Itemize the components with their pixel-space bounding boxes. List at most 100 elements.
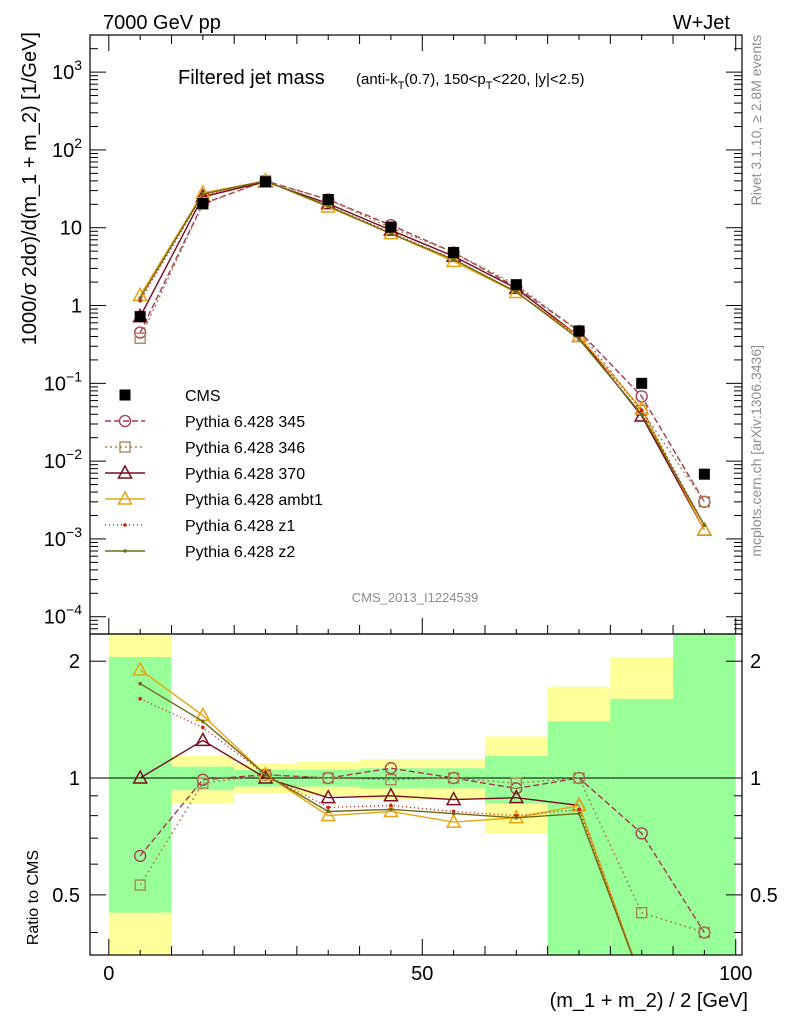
- ratio-point: [132, 769, 148, 784]
- ratio-tick-label-left: 0.5: [52, 885, 80, 907]
- legend: CMS Pythia 6.428 345 Pythia 6.428 346 Pythi…: [105, 388, 323, 561]
- legend-marker: [123, 549, 127, 553]
- y-tick-label: 10−3: [44, 524, 82, 551]
- series-point: [389, 231, 393, 236]
- ratio-point: [383, 787, 399, 802]
- ratio-tick-label-right: 2: [750, 651, 761, 673]
- ratio-point: [326, 805, 331, 810]
- legend-label: Pythia 6.428 ambt1: [185, 492, 323, 509]
- cms-data-point: [385, 221, 397, 233]
- ratio-point: [451, 811, 456, 816]
- ratio-tick-label-right: 0.5: [750, 885, 778, 907]
- x-tick-label: 0: [103, 963, 114, 985]
- ratio-point: [577, 811, 581, 816]
- ratio-point: [573, 772, 585, 784]
- series-point: [698, 496, 711, 508]
- cms-data-point: [510, 279, 522, 291]
- ratio-point: [322, 772, 334, 784]
- ratio-point: [640, 979, 644, 983]
- series-point: [195, 184, 211, 199]
- process-label: W+Jet: [673, 12, 731, 34]
- series-point: [696, 521, 713, 536]
- ratio-point: [383, 802, 399, 818]
- legend-label: Pythia 6.428 z1: [185, 518, 295, 535]
- legend-marker: [123, 523, 127, 527]
- x-axis-label: (m_1 + m_2) / 2 [GeV]: [550, 990, 748, 1012]
- series-point: [639, 408, 644, 413]
- cms-data-point: [698, 468, 710, 480]
- ratio-point: [138, 697, 142, 701]
- series-point: [134, 332, 146, 344]
- y-tick-label: 103: [52, 57, 82, 84]
- ratio-point: [635, 974, 648, 986]
- energy-label: 7000 GeV pp: [103, 12, 221, 34]
- chart-title: Filtered jet mass: [178, 67, 325, 89]
- cms-data-point: [197, 197, 209, 209]
- series-point: [138, 296, 142, 300]
- ratio-point: [132, 661, 148, 676]
- series-point: [577, 337, 581, 341]
- main-panel-curves: [132, 172, 713, 536]
- ratio-point: [445, 813, 462, 828]
- legend-label: Pythia 6.428 z2: [185, 544, 295, 561]
- ratio-point: [389, 807, 393, 812]
- legend-label: Pythia 6.428 346: [185, 440, 305, 457]
- series-point: [514, 290, 519, 294]
- ratio-point: [134, 879, 146, 891]
- ratio-point: [510, 777, 522, 789]
- ratio-point: [445, 791, 462, 806]
- ratio-point: [320, 789, 336, 804]
- series-point: [508, 283, 525, 299]
- ratio-point: [508, 809, 525, 824]
- series-point: [702, 523, 707, 528]
- legend-marker: [117, 464, 133, 479]
- ratio-point: [389, 803, 393, 808]
- ratio-point: [195, 731, 211, 747]
- series-point: [201, 192, 205, 196]
- ratio-tick-label-left: 1: [69, 768, 80, 790]
- ratio-line: [139, 683, 633, 955]
- legend-marker: [119, 441, 131, 453]
- ratio-point: [636, 906, 648, 919]
- ratio-point: [138, 681, 142, 686]
- ratio-point: [447, 772, 460, 784]
- y-tick-label: 1: [71, 296, 82, 318]
- ratio-point: [134, 849, 147, 863]
- ratio-panel-curves: [132, 661, 711, 986]
- cms-data-point: [573, 325, 585, 337]
- ratio-point: [257, 766, 274, 781]
- rivet-version-label: Rivet 3.1.10, ≥ 2.8M events: [748, 35, 764, 205]
- series-line: [139, 180, 705, 526]
- uncertainty-band-green: [673, 634, 736, 955]
- y-tick-label: 10−2: [44, 446, 82, 473]
- ratio-tick-label-right: 1: [750, 768, 761, 790]
- legend-marker: [117, 490, 133, 505]
- ratio-point: [577, 807, 581, 812]
- legend-label: CMS: [185, 388, 221, 405]
- mcplots-label: mcplots.cern.ch [arXiv:1306.3436]: [748, 345, 764, 557]
- y-tick-label: 102: [52, 135, 82, 162]
- ratio-y-axis-label: Ratio to CMS: [25, 850, 42, 945]
- series-point: [451, 257, 456, 262]
- cms-data-point: [448, 247, 460, 259]
- series-line: [139, 180, 705, 503]
- ratio-line: [139, 669, 634, 955]
- uncertainty-band-green: [108, 657, 172, 913]
- ratio-point: [635, 827, 648, 840]
- uncertainty-band-green: [484, 755, 548, 804]
- y-tick-label: 10−1: [44, 368, 82, 395]
- series-point: [639, 412, 644, 417]
- cms-data-point: [636, 377, 648, 389]
- ratio-line: [139, 773, 705, 934]
- chart-title-detail: (anti-kT(0.7), 150<pT<220, |y|<2.5): [356, 71, 585, 92]
- cms-data-point: [134, 311, 146, 323]
- series-point: [320, 198, 336, 213]
- series-line: [139, 180, 705, 526]
- ratio-line: [139, 698, 633, 955]
- legend-marker: [118, 414, 132, 428]
- ratio-point: [508, 789, 525, 804]
- ratio-point: [263, 772, 268, 777]
- analysis-watermark: CMS_2013_I1224539: [352, 590, 479, 605]
- series-point: [138, 299, 142, 303]
